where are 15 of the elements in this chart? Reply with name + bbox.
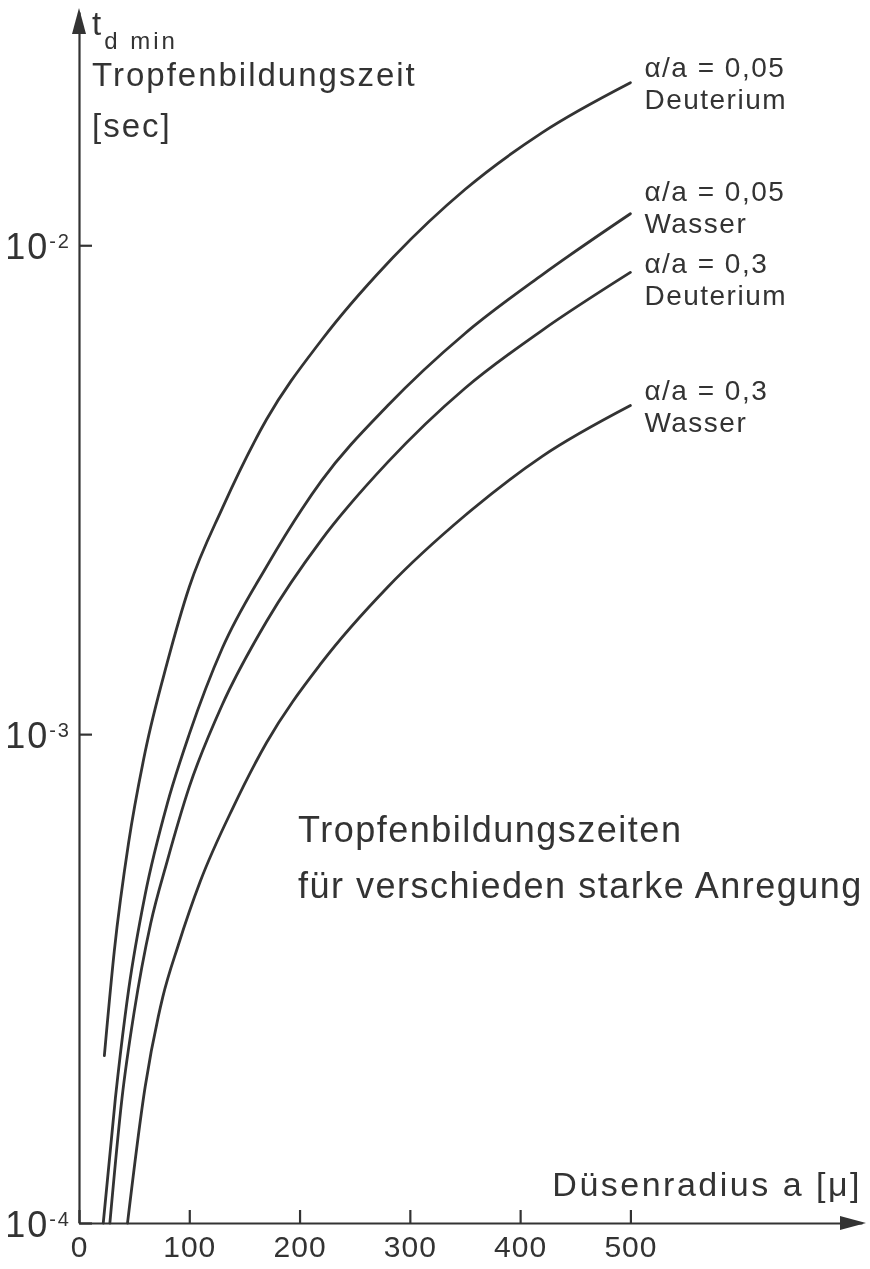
x-tick-label: 100 [163, 1230, 217, 1264]
x-tick-label: 200 [273, 1230, 327, 1264]
x-tick-label: 300 [383, 1230, 437, 1264]
x-axis-title: Düsenradius a [μ] [552, 1165, 862, 1203]
y-tick-label: 10$^{-2}$ [5, 226, 71, 268]
series-label: α/a = 0,3 Wasser [644, 374, 769, 438]
y-axis-title: t$_{d min}$ Tropfenbildungszeit [sec] [92, 5, 417, 144]
x-tick-label: 0 [70, 1230, 89, 1264]
series-label: α/a = 0,3 Deuterium [644, 248, 788, 312]
x-tick-label: 500 [604, 1230, 658, 1264]
series-label: α/a = 0,05 Deuterium [644, 51, 788, 115]
y-tick-label: 10$^{-4}$ [5, 1204, 71, 1246]
y-tick-label: 10$^{-3}$ [5, 715, 71, 757]
x-tick-label: 400 [494, 1230, 548, 1264]
annotation: Tropfenbildungszeiten für verschieden starke Anregung [298, 809, 863, 906]
